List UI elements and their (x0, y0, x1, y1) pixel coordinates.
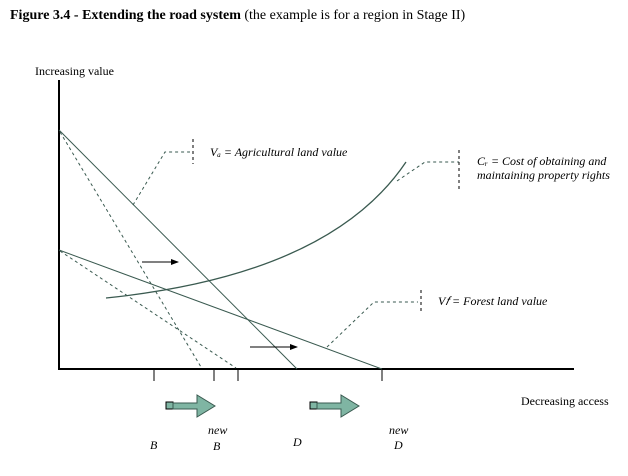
vf-label: V𝑓 = Forest land value (438, 294, 548, 308)
y-axis-label: Increasing value (35, 64, 114, 78)
tick-label-b: B (150, 438, 158, 452)
tick-label-new-d: D (394, 438, 403, 452)
ticks (153, 369, 383, 381)
figure-title: Figure 3.4 - Extending the road system (… (10, 8, 466, 23)
va-line (58, 129, 298, 370)
vf-leader (326, 290, 422, 348)
vf-line-old (59, 250, 237, 369)
cr-label-2: maintaining property rights (477, 168, 610, 182)
cr-curve (105, 161, 407, 299)
va-line-old (59, 131, 202, 368)
tick-label-new-d-top: new (389, 423, 409, 437)
va-leader (132, 139, 194, 206)
block-arrow-d (309, 394, 360, 418)
cr-label-1: Cᵣ = Cost of obtaining and (477, 154, 607, 168)
tick-label-new-b: B (213, 439, 221, 453)
tick-label-d: D (293, 435, 302, 449)
tick-label-new-b-top: new (208, 423, 228, 437)
block-arrow-b (165, 394, 216, 418)
vf-line (58, 249, 383, 370)
x-axis-label: Decreasing access (521, 394, 609, 408)
va-label: Vₐ = Agricultural land value (210, 145, 348, 159)
cr-leader (396, 150, 460, 189)
